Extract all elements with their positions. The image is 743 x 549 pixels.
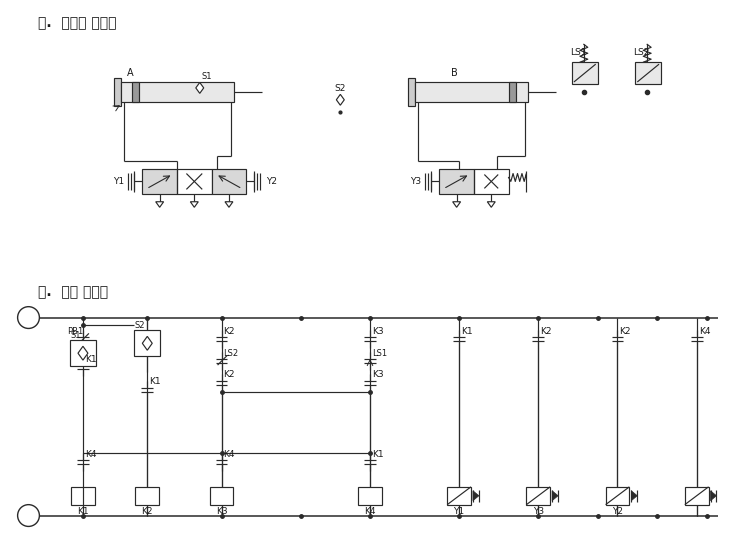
Text: K1: K1 [372,450,383,458]
Text: Y2: Y2 [612,507,623,516]
Bar [210,487,233,505]
Polygon shape [552,491,558,501]
Text: K2: K2 [540,327,552,336]
Bar [474,169,509,194]
Text: K1: K1 [149,377,161,386]
Text: K2: K2 [142,507,153,516]
Polygon shape [452,201,461,208]
Bar [527,487,550,505]
Text: K1: K1 [77,507,88,516]
Text: K2: K2 [224,371,235,379]
Text: K2: K2 [224,327,235,336]
Bar [408,78,415,106]
Bar [114,78,120,106]
Text: Y1: Y1 [114,177,125,186]
Bar [685,487,709,505]
Text: K4: K4 [698,327,710,336]
Bar [71,487,95,505]
Text: LS2: LS2 [224,349,239,358]
Bar [509,82,516,102]
Polygon shape [156,201,163,208]
Bar [447,487,471,505]
Circle shape [18,307,39,328]
Circle shape [18,505,39,526]
Text: LS1: LS1 [372,349,387,358]
Bar [415,82,528,102]
Text: K4: K4 [224,450,235,458]
Text: S1: S1 [70,331,80,340]
Bar [120,82,234,102]
Text: K4: K4 [364,507,376,516]
Polygon shape [473,491,479,501]
Text: S2: S2 [334,85,346,93]
Polygon shape [487,201,496,208]
Bar [177,169,212,194]
Text: PB1: PB1 [67,327,83,336]
Bar [135,487,159,505]
Polygon shape [190,201,198,208]
Text: K2: K2 [620,327,631,336]
Text: LS2: LS2 [633,48,649,57]
Bar [439,169,474,194]
Polygon shape [337,94,344,105]
Text: LS1: LS1 [570,48,586,57]
Bar [134,330,160,356]
Text: K3: K3 [372,327,383,336]
Polygon shape [143,337,152,350]
Bar [212,169,246,194]
Text: K1: K1 [85,355,97,363]
Text: 가.  공기압 회로도: 가. 공기압 회로도 [39,16,117,31]
Bar [572,62,597,84]
Text: Y1: Y1 [453,507,464,516]
Polygon shape [632,491,637,501]
Polygon shape [78,346,88,360]
Text: 24V: 24V [21,315,36,321]
Text: Y3: Y3 [410,177,421,186]
Text: K4: K4 [85,450,97,458]
Text: S1: S1 [202,71,212,81]
Text: K3: K3 [372,371,383,379]
Text: 나.  전기 회로도: 나. 전기 회로도 [39,285,108,299]
Bar [606,487,629,505]
Text: 0V: 0V [23,511,34,520]
Text: Y2: Y2 [266,177,277,186]
Bar [358,487,382,505]
Bar [143,169,177,194]
Polygon shape [196,82,204,93]
Text: Y3: Y3 [533,507,544,516]
Text: B: B [451,68,458,78]
Bar [132,82,140,102]
Text: K1: K1 [461,327,473,336]
Text: A: A [127,68,134,78]
Polygon shape [710,491,716,501]
Polygon shape [225,201,233,208]
Text: K3: K3 [215,507,227,516]
Bar [635,62,661,84]
Bar [70,340,96,366]
Text: S2: S2 [134,321,145,330]
